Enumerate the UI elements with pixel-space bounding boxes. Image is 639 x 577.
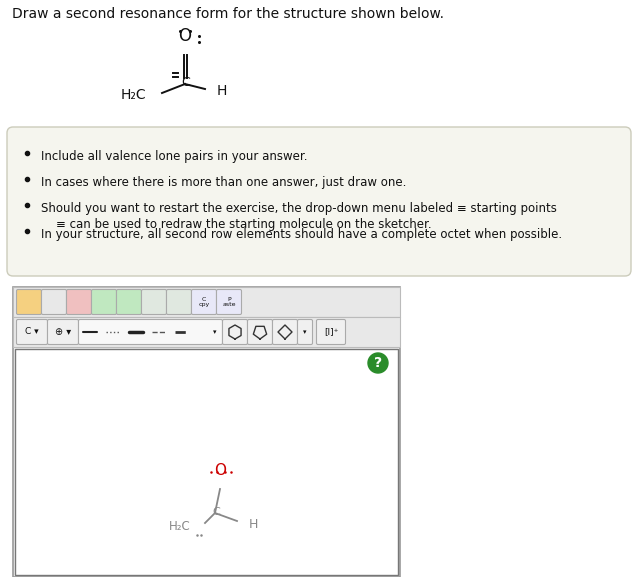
FancyBboxPatch shape bbox=[17, 290, 42, 314]
FancyBboxPatch shape bbox=[116, 290, 141, 314]
FancyBboxPatch shape bbox=[316, 320, 346, 344]
Text: ?: ? bbox=[374, 356, 382, 370]
Bar bbox=[13, 287, 400, 577]
Text: Should you want to restart the exercise, the drop-down menu labeled ≡ starting p: Should you want to restart the exercise,… bbox=[41, 202, 557, 231]
Text: ⊕ ▾: ⊕ ▾ bbox=[55, 327, 71, 337]
Text: [I]⁺: [I]⁺ bbox=[324, 328, 338, 336]
Text: O: O bbox=[178, 27, 192, 45]
Text: In your structure, all second row elements should have a complete octet when pos: In your structure, all second row elemen… bbox=[41, 228, 562, 241]
Text: C
cpy: C cpy bbox=[198, 297, 210, 308]
FancyBboxPatch shape bbox=[79, 320, 222, 344]
Text: H: H bbox=[249, 518, 258, 530]
Text: In cases where there is more than one answer, just draw one.: In cases where there is more than one an… bbox=[41, 176, 406, 189]
FancyBboxPatch shape bbox=[7, 127, 631, 276]
Text: H₂C: H₂C bbox=[169, 519, 191, 533]
FancyBboxPatch shape bbox=[141, 290, 167, 314]
FancyBboxPatch shape bbox=[42, 290, 66, 314]
Text: O: O bbox=[214, 463, 226, 478]
FancyBboxPatch shape bbox=[222, 320, 247, 344]
Circle shape bbox=[368, 353, 388, 373]
Bar bbox=[13, 287, 400, 317]
FancyBboxPatch shape bbox=[247, 320, 272, 344]
Text: Include all valence lone pairs in your answer.: Include all valence lone pairs in your a… bbox=[41, 150, 307, 163]
Text: ▾: ▾ bbox=[213, 329, 217, 335]
Text: H₂C: H₂C bbox=[120, 88, 146, 102]
FancyBboxPatch shape bbox=[17, 320, 47, 344]
FancyBboxPatch shape bbox=[217, 290, 242, 314]
Text: P
aste: P aste bbox=[222, 297, 236, 308]
Text: ▾: ▾ bbox=[304, 329, 307, 335]
Text: Draw a second resonance form for the structure shown below.: Draw a second resonance form for the str… bbox=[12, 7, 444, 21]
FancyBboxPatch shape bbox=[272, 320, 298, 344]
Text: C: C bbox=[212, 507, 220, 517]
FancyBboxPatch shape bbox=[47, 320, 79, 344]
Bar bbox=[13, 317, 400, 347]
Bar bbox=[15, 349, 398, 575]
FancyBboxPatch shape bbox=[298, 320, 312, 344]
FancyBboxPatch shape bbox=[167, 290, 192, 314]
FancyBboxPatch shape bbox=[192, 290, 217, 314]
Text: C ▾: C ▾ bbox=[25, 328, 39, 336]
Text: H: H bbox=[217, 84, 227, 98]
FancyBboxPatch shape bbox=[91, 290, 116, 314]
FancyBboxPatch shape bbox=[66, 290, 91, 314]
Text: C: C bbox=[181, 77, 190, 89]
